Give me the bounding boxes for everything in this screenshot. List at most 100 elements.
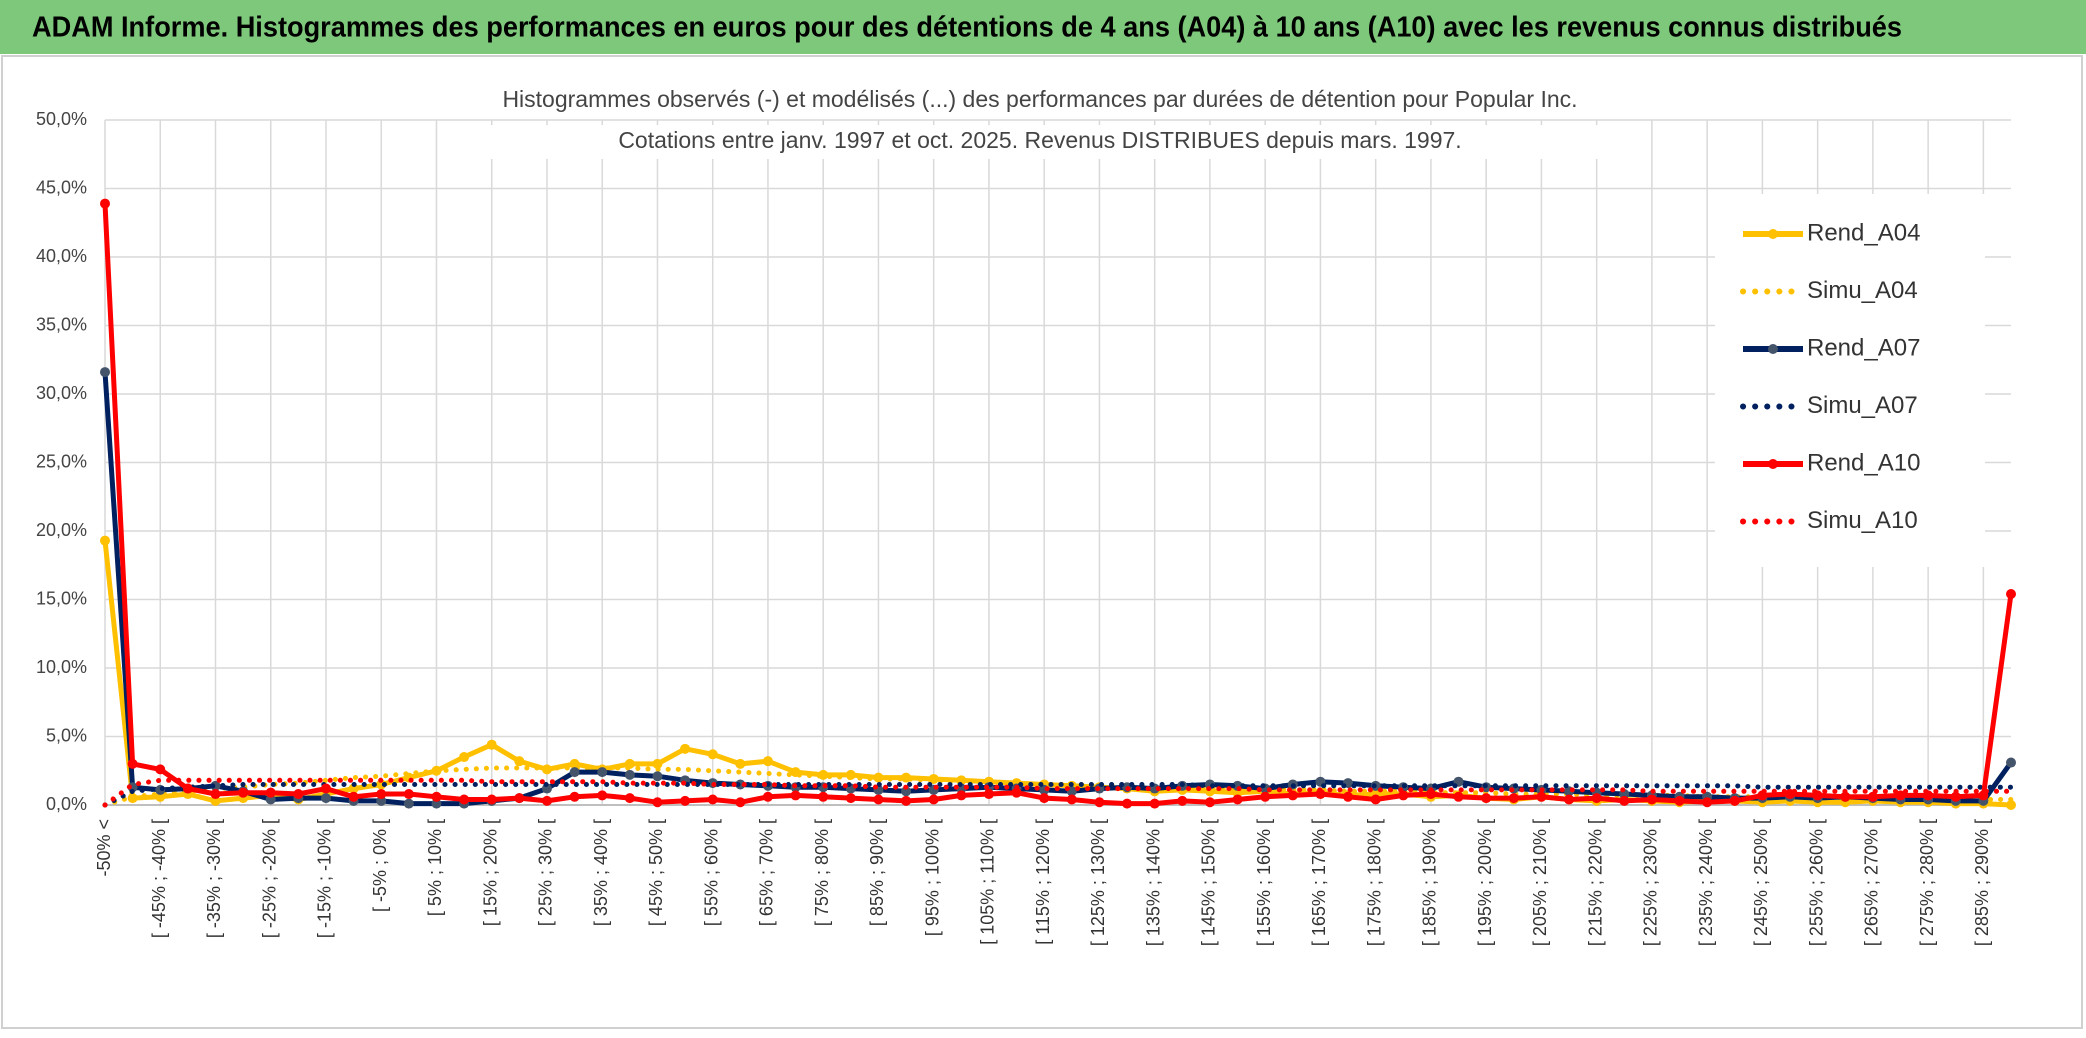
data-marker (1094, 797, 1105, 808)
data-marker (1619, 795, 1630, 806)
data-marker (155, 764, 166, 775)
data-marker (707, 749, 718, 760)
data-marker (1398, 790, 1409, 801)
data-marker (652, 797, 663, 808)
x-tick-label: [ 185% ; 190% [ (1420, 819, 1440, 946)
x-tick-label: [ -5% ; 0% [ (370, 819, 390, 912)
data-marker (707, 794, 718, 805)
x-tick-label: [ 225% ; 230% [ (1641, 819, 1661, 946)
data-marker (1646, 794, 1657, 805)
legend-label: Simu_A04 (1807, 277, 1918, 304)
data-marker (376, 779, 387, 790)
x-tick-label: [ 95% ; 100% [ (922, 819, 942, 936)
x-tick-label: [ 235% ; 240% [ (1696, 819, 1716, 946)
x-tick-label: [ 15% ; 20% [ (480, 819, 500, 926)
series-line (102, 203, 2014, 807)
y-tick-label: 15,0% (36, 588, 87, 608)
data-marker (1149, 798, 1160, 809)
legend-label: Rend_A10 (1807, 449, 1920, 476)
data-marker (403, 798, 414, 809)
data-marker (790, 790, 801, 801)
y-tick-label: 25,0% (36, 451, 87, 471)
y-tick-label: 30,0% (36, 383, 87, 403)
x-tick-label: [ 205% ; 210% [ (1530, 819, 1550, 946)
x-tick-label: [ -45% ; -40% [ (149, 819, 169, 938)
x-tick-label: [ 105% ; 110% [ (978, 819, 998, 945)
data-marker (1895, 790, 1906, 801)
data-marker (680, 743, 691, 754)
x-tick-label: [ 145% ; 150% [ (1199, 819, 1219, 946)
data-marker (1039, 793, 1050, 804)
legend-label: Rend_A04 (1807, 219, 1920, 246)
x-tick-label: [ 255% ; 260% [ (1806, 819, 1826, 946)
data-marker (624, 769, 635, 780)
data-marker (928, 794, 939, 805)
data-marker (2006, 757, 2016, 768)
data-marker (735, 758, 746, 769)
data-marker (597, 790, 608, 801)
x-tick-label: [ 285% ; 290% [ (1972, 819, 1992, 946)
data-marker (680, 795, 691, 806)
x-tick-label: [ 115% ; 120% [ (1033, 819, 1053, 945)
data-marker (1425, 789, 1436, 800)
legend-box (1715, 194, 1985, 567)
x-tick-label: [ 195% ; 200% [ (1475, 819, 1495, 946)
data-marker (431, 798, 442, 809)
data-marker (431, 791, 442, 802)
data-marker (2006, 589, 2016, 600)
title-backing (445, 84, 1635, 118)
data-marker (901, 786, 912, 797)
data-marker (901, 795, 912, 806)
header-title: ADAM Informe. Histogrammes des performan… (32, 12, 1902, 44)
y-tick-label: 40,0% (36, 246, 87, 266)
data-marker (1536, 791, 1547, 802)
data-marker (459, 794, 470, 805)
x-tick-label: [ 25% ; 30% [ (536, 819, 556, 926)
x-tick-label: [ 45% ; 50% [ (646, 819, 666, 926)
y-tick-label: 50,0% (36, 109, 87, 129)
data-marker (182, 783, 193, 794)
header-bar (0, 0, 2086, 54)
x-tick-label: [ 75% ; 80% [ (812, 819, 832, 926)
x-tick-label: [ 125% ; 130% [ (1088, 819, 1108, 946)
data-marker (569, 767, 580, 778)
data-marker (265, 787, 276, 798)
data-marker (762, 791, 773, 802)
data-marker (818, 791, 829, 802)
series-line (102, 777, 2014, 808)
x-tick-label: -50% < (94, 819, 114, 877)
data-marker (403, 789, 414, 800)
data-marker (1674, 795, 1685, 806)
data-marker (210, 789, 221, 800)
data-marker (348, 791, 359, 802)
data-marker (1343, 791, 1354, 802)
x-tick-label: [ -25% ; -20% [ (259, 819, 279, 938)
x-tick-label: [ 165% ; 170% [ (1309, 819, 1329, 946)
data-marker (1232, 794, 1243, 805)
data-marker (1287, 790, 1298, 801)
data-marker (514, 756, 525, 767)
data-marker (1702, 797, 1713, 808)
data-marker (624, 793, 635, 804)
title-backing (445, 125, 1635, 159)
x-tick-label: [ 65% ; 70% [ (757, 819, 777, 926)
x-tick-label: [ 135% ; 140% [ (1143, 819, 1163, 946)
data-marker (376, 789, 387, 800)
data-marker (1950, 791, 1961, 802)
y-tick-label: 35,0% (36, 314, 87, 334)
data-marker (1204, 797, 1215, 808)
y-tick-label: 45,0% (36, 177, 87, 197)
x-tick-label: [ 175% ; 180% [ (1364, 819, 1384, 946)
data-marker (348, 783, 359, 794)
data-marker (2006, 800, 2016, 810)
data-marker (1729, 795, 1740, 806)
legend-marker (1768, 229, 1778, 239)
data-marker (1066, 794, 1077, 805)
series-line (102, 782, 2014, 808)
legend-label: Simu_A10 (1807, 507, 1918, 534)
data-marker (1481, 793, 1492, 804)
data-marker (1011, 787, 1022, 798)
y-tick-label: 5,0% (46, 725, 87, 745)
data-marker (100, 198, 110, 209)
